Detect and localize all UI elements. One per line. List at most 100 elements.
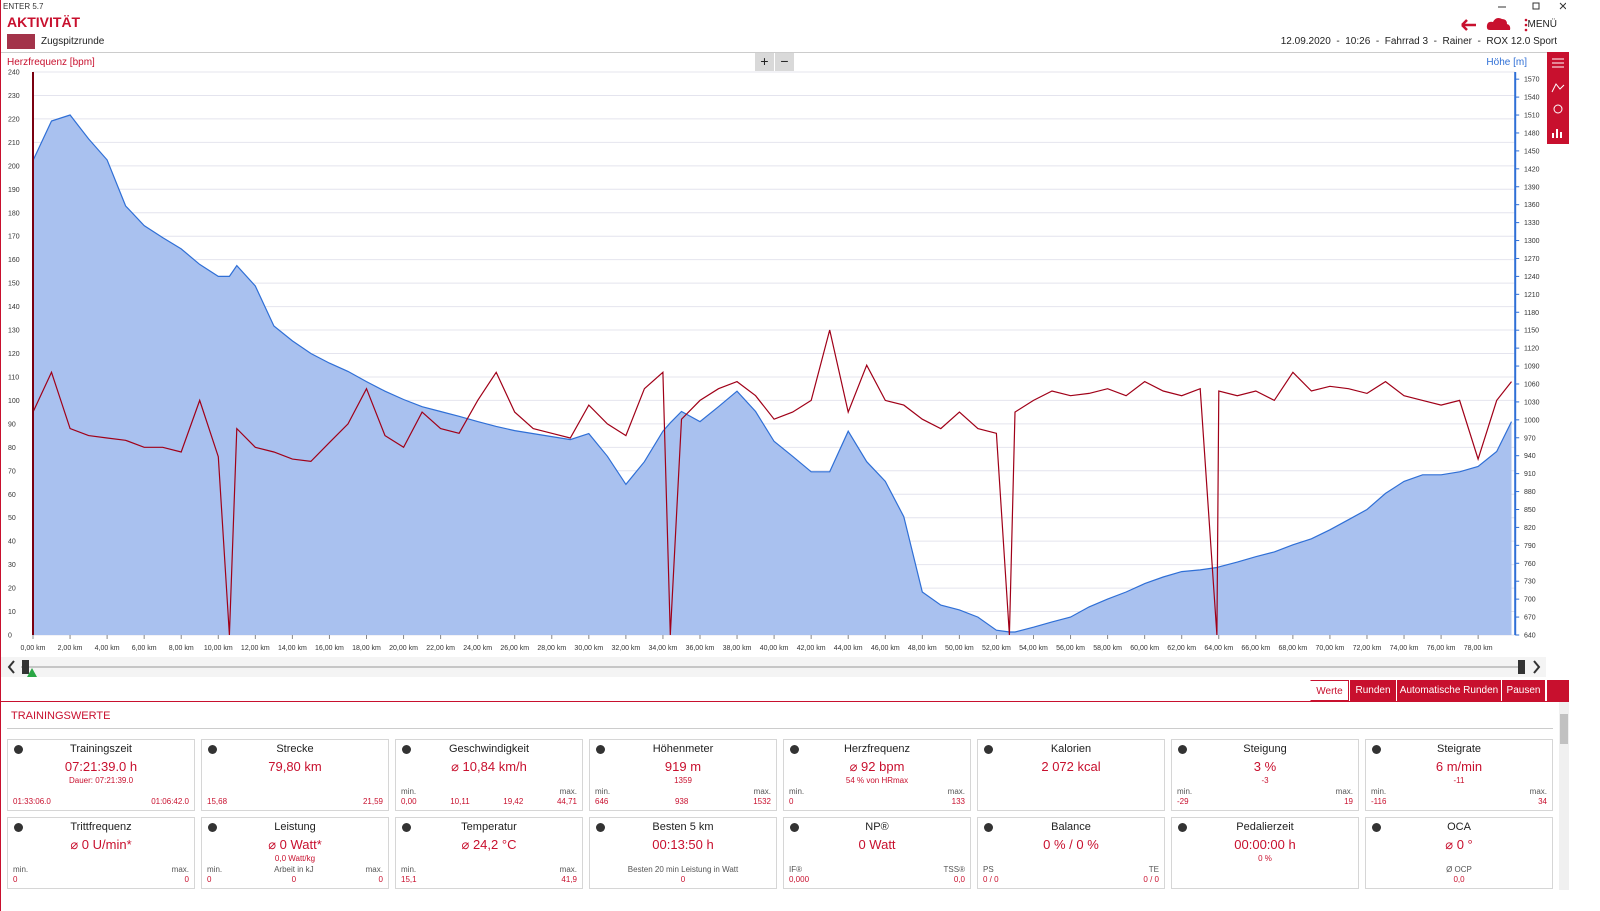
card-title: OCA bbox=[1447, 821, 1471, 833]
y2-tick-label: 1510 bbox=[1524, 113, 1540, 120]
stat-cell: min. 0,00 bbox=[401, 787, 417, 807]
graph-icon[interactable] bbox=[1551, 83, 1565, 93]
stat-label: min. bbox=[1371, 787, 1387, 796]
card-title: Balance bbox=[1051, 821, 1091, 833]
stat-label: min. bbox=[1177, 787, 1193, 796]
card-icon bbox=[208, 745, 217, 754]
stat-label-space bbox=[450, 787, 469, 797]
card-icon bbox=[1372, 823, 1381, 832]
menu-button[interactable]: MENÜ bbox=[1527, 19, 1557, 30]
zoom-in-button[interactable] bbox=[755, 53, 774, 71]
stat-value: 0 bbox=[184, 875, 189, 884]
card-note: Dauer: 07:21:39.0 bbox=[68, 776, 134, 785]
stat-value: 44,71 bbox=[556, 797, 577, 806]
back-icon[interactable] bbox=[1461, 19, 1476, 31]
card-icon bbox=[402, 823, 411, 832]
x-tick-label: 76,00 km bbox=[1427, 645, 1456, 652]
card-stats: PS 0 / 0 TE 0 / 0 bbox=[983, 865, 1159, 885]
card-title: Temperatur bbox=[461, 821, 517, 833]
scroll-right[interactable] bbox=[1533, 660, 1541, 674]
stat-value: 0 bbox=[291, 875, 297, 884]
panel-scrollbar[interactable] bbox=[1559, 702, 1569, 890]
cloud-icon[interactable] bbox=[1486, 18, 1511, 30]
position-marker[interactable] bbox=[27, 668, 37, 677]
y2-tick-label: 1270 bbox=[1524, 256, 1540, 263]
chart: 0 10 20 30 40 50 60 70 80 90 100 110 120 130 140 150 160… bbox=[1, 52, 1569, 677]
tab[interactable]: Automatische Runden bbox=[1396, 680, 1501, 701]
card-title: Besten 5 km bbox=[652, 821, 714, 833]
stat-cell: max. 34 bbox=[1530, 787, 1547, 807]
stat-card: Trittfrequenz ⌀ 0 U/min* min. 0 max. 0 bbox=[7, 817, 195, 889]
close-icon[interactable] bbox=[1559, 2, 1566, 10]
y-tick-label: 170 bbox=[8, 234, 20, 241]
scroll-left[interactable] bbox=[7, 660, 15, 674]
y-tick-label: 80 bbox=[8, 445, 16, 452]
tab[interactable]: Runden bbox=[1349, 680, 1396, 701]
y-tick-label: 140 bbox=[8, 304, 20, 311]
card-value: 0 % / 0 % bbox=[1043, 837, 1099, 852]
stat-label-space bbox=[675, 787, 688, 797]
y2-tick-label: 1480 bbox=[1524, 130, 1540, 137]
tab[interactable]: Pausen bbox=[1501, 680, 1545, 701]
range-start-handle[interactable] bbox=[22, 660, 29, 674]
y-axis-label: Herzfrequenz [bpm] bbox=[7, 57, 95, 68]
card-stats: min. 646 938 max. 1532 bbox=[595, 787, 771, 807]
list-icon[interactable] bbox=[1552, 58, 1564, 68]
range-end-handle[interactable] bbox=[1518, 660, 1525, 674]
panel-title-rule bbox=[7, 728, 1553, 729]
tabs-menu-button[interactable] bbox=[1547, 680, 1569, 701]
stat-value: 0 bbox=[13, 875, 18, 884]
restore-icon[interactable] bbox=[1532, 2, 1540, 10]
stat-label: min. bbox=[401, 865, 417, 874]
y2-tick-label: 640 bbox=[1524, 633, 1536, 640]
stat-value: 133 bbox=[951, 797, 965, 806]
card-stats: min. 0,00 10,11 19,42 max. 44,71 bbox=[401, 787, 577, 807]
x-tick-label: 50,00 km bbox=[945, 645, 974, 652]
avg-icon[interactable] bbox=[1553, 104, 1563, 114]
y2-tick-label: 670 bbox=[1524, 615, 1536, 622]
x-tick-label: 78,00 km bbox=[1464, 645, 1493, 652]
zoom-out-label[interactable]: − bbox=[780, 53, 788, 69]
stat-cell: min. 646 bbox=[595, 787, 610, 807]
y2-tick-label: 1330 bbox=[1524, 220, 1540, 227]
stat-label: Besten 20 min Leistung in Watt bbox=[627, 865, 739, 874]
stat-label: min. bbox=[595, 787, 611, 796]
card-title: Höhenmeter bbox=[652, 743, 714, 755]
panel-scroll-thumb[interactable] bbox=[1560, 714, 1568, 744]
stat-label: IF® bbox=[789, 865, 803, 874]
stat-card: Geschwindigkeit ⌀ 10,84 km/h min. 0,00 10,11… bbox=[395, 739, 583, 811]
zoom-in-label[interactable]: + bbox=[760, 53, 768, 69]
card-value: 2 072 kcal bbox=[1041, 759, 1101, 774]
stat-cell: 15,68 bbox=[207, 787, 227, 807]
y2-tick-label: 940 bbox=[1524, 453, 1536, 460]
card-icon bbox=[790, 745, 799, 754]
bars-icon[interactable] bbox=[1552, 129, 1562, 138]
y2-tick-label: 1210 bbox=[1524, 292, 1540, 299]
stat-value: 0 bbox=[789, 797, 794, 806]
stat-label: max. bbox=[753, 787, 771, 796]
y2-tick-label: 1030 bbox=[1524, 399, 1540, 406]
stat-value: 938 bbox=[674, 797, 689, 806]
zoom-out-button[interactable] bbox=[775, 53, 794, 71]
y2-tick-label: 1240 bbox=[1524, 274, 1540, 281]
card-title: Strecke bbox=[276, 743, 314, 755]
x-tick-label: 12,00 km bbox=[241, 645, 270, 652]
stat-value: 1532 bbox=[753, 797, 771, 806]
stat-value: 10,11 bbox=[450, 797, 470, 806]
stat-value: 0 bbox=[680, 875, 686, 884]
stat-label: max. bbox=[1335, 787, 1353, 796]
x-tick-label: 66,00 km bbox=[1241, 645, 1270, 652]
card-icon bbox=[984, 745, 993, 754]
card-title: Kalorien bbox=[1050, 743, 1092, 755]
stat-cell: max. 0 bbox=[366, 865, 383, 885]
tab[interactable]: Werte bbox=[1310, 680, 1349, 701]
stat-label: max. bbox=[947, 787, 965, 796]
stat-value: 01:06:42.0 bbox=[151, 797, 189, 806]
stat-label: max. bbox=[365, 865, 383, 874]
card-stats: Ø OCP 0,0 bbox=[1371, 865, 1547, 885]
card-stats: Besten 20 min Leistung in Watt 0 bbox=[595, 865, 771, 885]
x-tick-label: 62,00 km bbox=[1167, 645, 1196, 652]
y-tick-label: 150 bbox=[8, 281, 20, 288]
card-icon bbox=[14, 745, 23, 754]
x-tick-label: 8,00 km bbox=[169, 645, 194, 652]
